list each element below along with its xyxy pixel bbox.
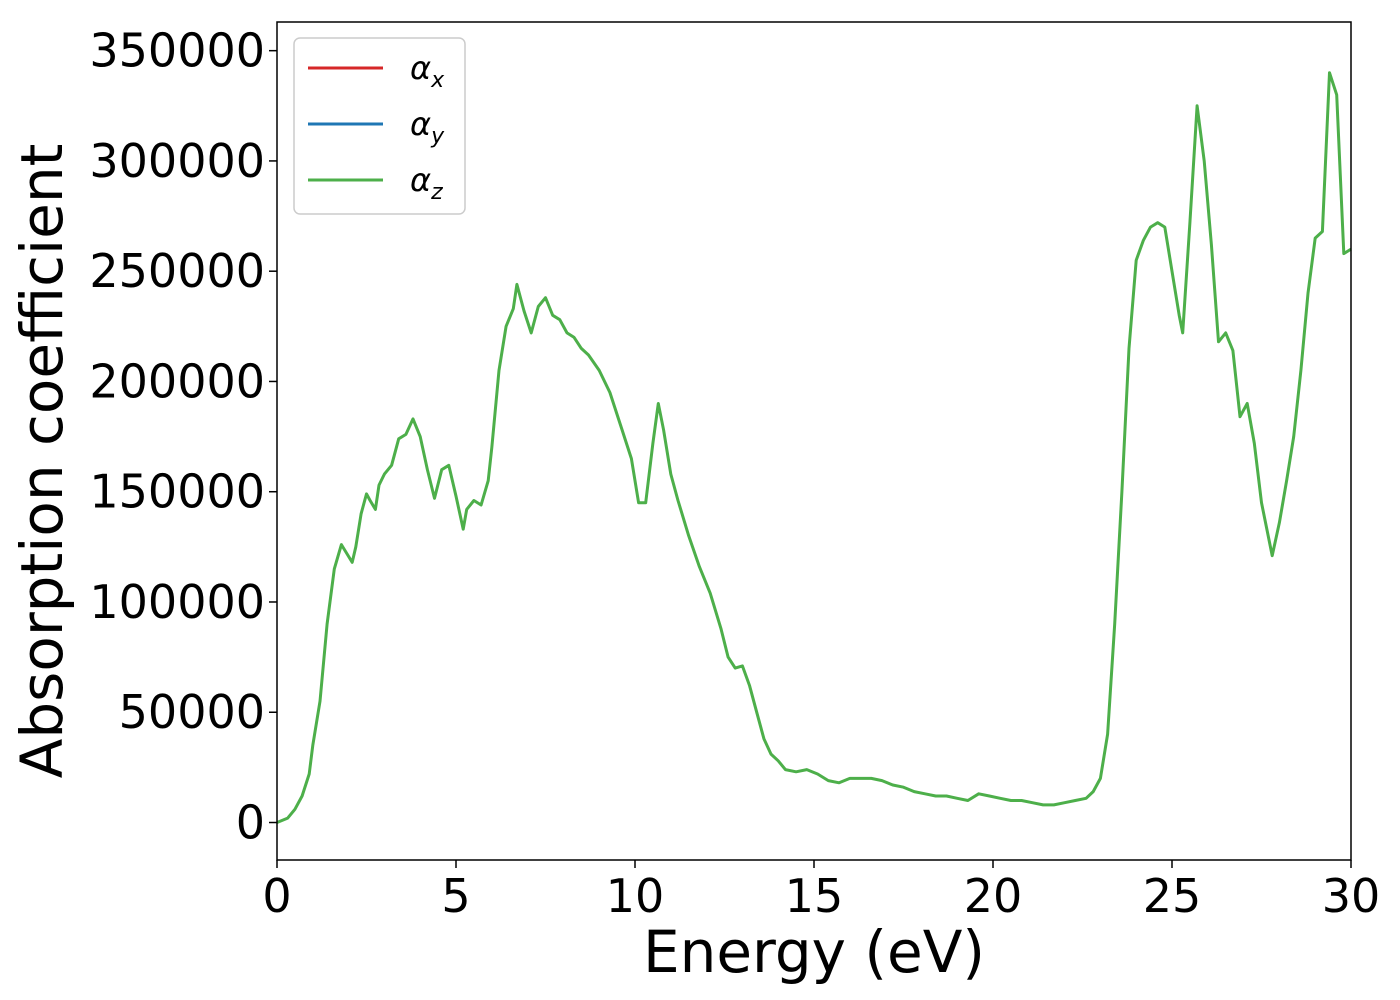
y-tick-label: 150000 [89,465,265,519]
x-tick-label: 20 [964,869,1023,923]
legend-label: αz [410,161,443,205]
y-tick-label: 100000 [89,575,265,629]
y-tick-label: 200000 [89,354,265,408]
y-axis-label: Absorption coefficient [8,144,76,779]
y-axis: 0 50000 100000 150000 200000 250000 300000 3500… [89,24,277,850]
y-tick-label: 350000 [89,24,265,78]
x-tick-label: 0 [262,869,291,923]
legend-label: αy [410,105,445,149]
x-tick-label: 15 [785,869,844,923]
x-tick-label: 10 [606,869,665,923]
x-axis: 0 5 10 15 20 25 30 [262,860,1380,923]
y-tick-label: 300000 [89,134,265,188]
x-tick-label: 25 [1143,869,1202,923]
y-tick-label: 50000 [119,685,265,739]
x-axis-label: Energy (eV) [643,918,985,986]
y-tick-label: 250000 [89,244,265,298]
x-tick-label: 30 [1322,869,1381,923]
x-tick-label: 5 [441,869,470,923]
series-line-0 [276,71,1352,824]
legend-box [293,37,466,215]
legend: αx αy αz [293,37,466,215]
series-layer [276,71,1352,824]
y-tick-label: 0 [236,796,265,850]
legend-label: αx [410,49,445,93]
